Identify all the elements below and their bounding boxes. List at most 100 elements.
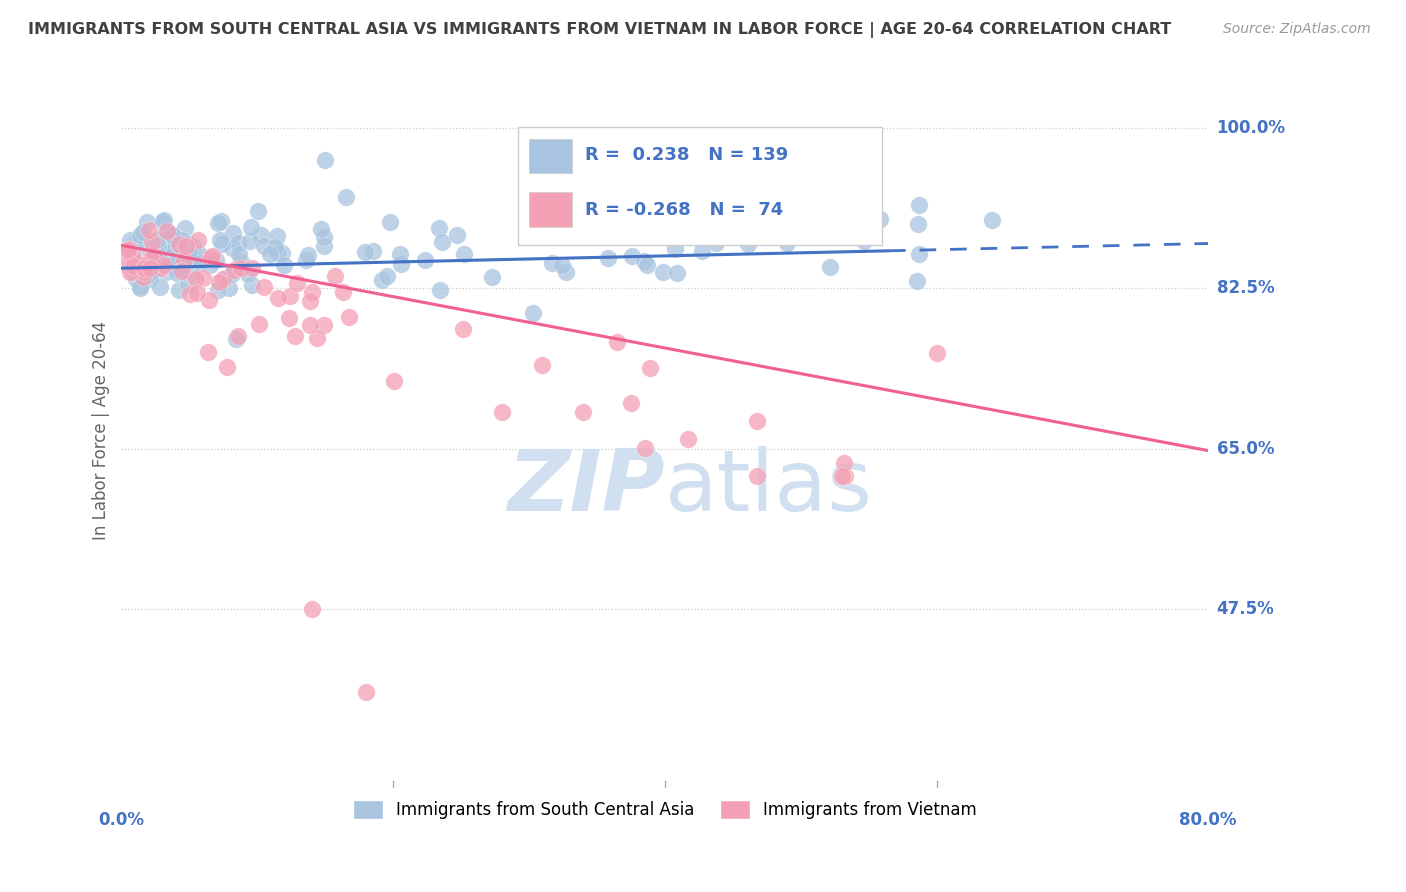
Point bbox=[143, 258, 166, 272]
Point bbox=[132, 270, 155, 285]
Point bbox=[981, 212, 1004, 227]
Point bbox=[389, 247, 412, 261]
Point bbox=[271, 245, 294, 260]
Point bbox=[186, 245, 208, 260]
Point bbox=[141, 252, 163, 267]
Point bbox=[201, 249, 224, 263]
Point bbox=[253, 279, 276, 293]
Point bbox=[925, 345, 948, 359]
Text: 100.0%: 100.0% bbox=[1216, 119, 1285, 137]
Point bbox=[128, 281, 150, 295]
Point bbox=[818, 260, 841, 275]
Point bbox=[311, 222, 333, 236]
Point bbox=[142, 255, 165, 269]
Text: 65.0%: 65.0% bbox=[1216, 440, 1274, 458]
Point bbox=[197, 345, 219, 359]
Point bbox=[124, 262, 146, 277]
Point bbox=[240, 219, 263, 234]
Point bbox=[690, 244, 713, 259]
Point bbox=[676, 432, 699, 446]
Point bbox=[155, 265, 177, 279]
Point bbox=[638, 360, 661, 375]
Point bbox=[128, 279, 150, 293]
Point bbox=[120, 260, 142, 274]
Point bbox=[908, 198, 931, 212]
Point bbox=[226, 329, 249, 343]
Point bbox=[160, 249, 183, 263]
FancyBboxPatch shape bbox=[529, 139, 572, 173]
Point bbox=[312, 318, 335, 333]
Point bbox=[737, 236, 759, 251]
Point bbox=[155, 227, 177, 241]
Point bbox=[198, 293, 221, 307]
Point bbox=[225, 332, 247, 346]
Point bbox=[353, 245, 375, 260]
Point bbox=[301, 285, 323, 299]
Point bbox=[375, 269, 398, 284]
Point bbox=[152, 214, 174, 228]
Point bbox=[162, 228, 184, 243]
Point bbox=[170, 241, 193, 255]
Point bbox=[263, 240, 285, 254]
Point bbox=[120, 233, 142, 247]
Point bbox=[141, 235, 163, 250]
Point bbox=[793, 195, 815, 210]
Point bbox=[173, 220, 195, 235]
Point bbox=[446, 227, 468, 242]
Point bbox=[299, 293, 322, 308]
Point bbox=[572, 405, 595, 419]
Legend: Immigrants from South Central Asia, Immigrants from Vietnam: Immigrants from South Central Asia, Immi… bbox=[346, 794, 983, 826]
Point bbox=[173, 252, 195, 267]
Point bbox=[721, 227, 744, 241]
Point bbox=[184, 272, 207, 286]
Text: 47.5%: 47.5% bbox=[1216, 600, 1274, 618]
Point bbox=[228, 235, 250, 250]
Point bbox=[905, 274, 928, 288]
Point bbox=[218, 281, 240, 295]
Point bbox=[117, 243, 139, 257]
Point bbox=[136, 263, 159, 277]
Text: atlas: atlas bbox=[665, 446, 873, 529]
Point bbox=[371, 273, 394, 287]
Point bbox=[427, 221, 450, 235]
Point bbox=[297, 247, 319, 261]
Point bbox=[247, 317, 270, 331]
Point bbox=[651, 264, 673, 278]
Point bbox=[172, 233, 194, 247]
Point bbox=[596, 251, 619, 265]
Point bbox=[214, 271, 236, 285]
Point bbox=[747, 469, 769, 483]
Point bbox=[160, 258, 183, 272]
Point bbox=[278, 289, 301, 303]
Point bbox=[134, 265, 156, 279]
Point bbox=[167, 237, 190, 252]
Point bbox=[221, 241, 243, 255]
Point bbox=[148, 238, 170, 252]
Point bbox=[156, 224, 179, 238]
Point bbox=[299, 318, 322, 332]
Point bbox=[620, 249, 643, 263]
Point bbox=[908, 247, 931, 261]
Point bbox=[831, 469, 853, 483]
Point bbox=[191, 252, 214, 267]
Point bbox=[314, 153, 336, 167]
Point bbox=[181, 239, 204, 253]
Text: 82.5%: 82.5% bbox=[1216, 279, 1274, 297]
Point bbox=[222, 226, 245, 240]
Point bbox=[162, 242, 184, 256]
Point bbox=[692, 202, 714, 216]
Point bbox=[382, 375, 405, 389]
Point bbox=[135, 215, 157, 229]
Text: R =  0.238   N = 139: R = 0.238 N = 139 bbox=[585, 146, 789, 164]
Point bbox=[165, 235, 187, 249]
Point bbox=[229, 261, 252, 276]
Point bbox=[636, 258, 658, 272]
Point bbox=[191, 270, 214, 285]
Point bbox=[167, 284, 190, 298]
Point bbox=[266, 229, 288, 244]
Point bbox=[169, 264, 191, 278]
Point bbox=[132, 225, 155, 239]
Point bbox=[172, 256, 194, 270]
Point bbox=[155, 254, 177, 268]
Point bbox=[172, 264, 194, 278]
